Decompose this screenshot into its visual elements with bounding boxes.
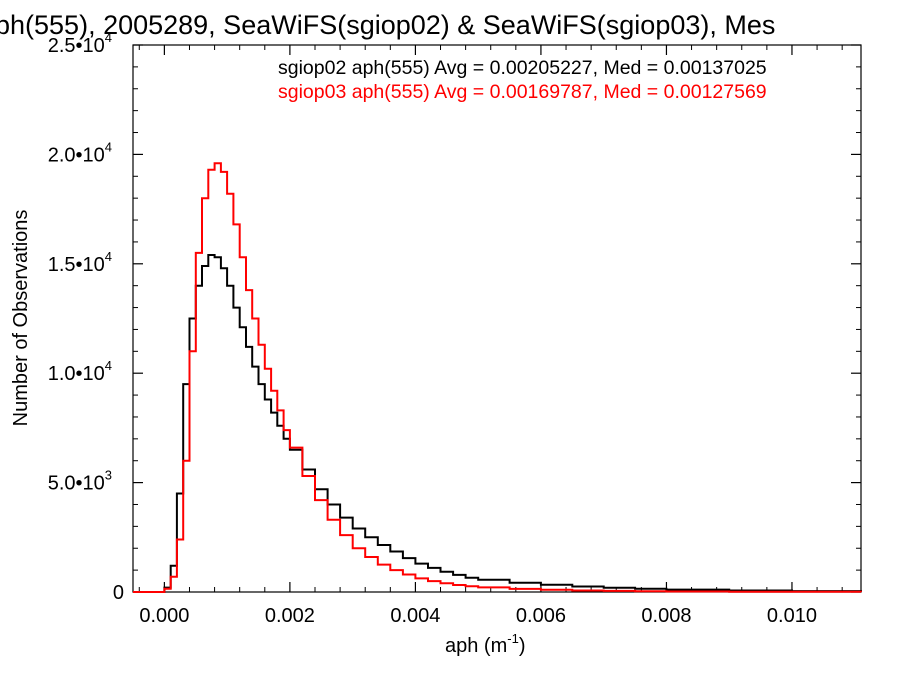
x-tick-label: 0.006 — [516, 605, 566, 627]
y-axis: 0 5.0•103 1.0•104 1.5•104 2.0•104 2.5•104 — [48, 30, 861, 604]
chart-title: ph(555), 2005289, SeaWiFS(sgiop02) & Sea… — [0, 10, 775, 40]
x-tick-label: 0.010 — [767, 605, 817, 627]
y-tick-label: 1.5•104 — [48, 249, 112, 276]
y-tick-label: 5.0•103 — [48, 468, 112, 495]
plot-frame — [132, 44, 862, 593]
series-line-sgiop02 — [133, 254, 862, 593]
y-tick-label: 2.0•104 — [48, 139, 112, 166]
x-axis: 0.000 0.002 0.004 0.006 0.008 0.010 — [138, 45, 843, 627]
series-layer — [133, 162, 862, 593]
y-axis-title: Number of Observations — [10, 210, 32, 427]
x-axis-title: aph (m-1) — [445, 631, 525, 657]
x-tick-label: 0.000 — [139, 605, 189, 627]
x-tick-label: 0.008 — [641, 605, 691, 627]
y-tick-label: 0 — [113, 582, 124, 604]
annotation-sgiop02: sgiop02 aph(555) Avg = 0.00205227, Med =… — [278, 57, 767, 79]
x-axis-title-unit-sup: -1 — [507, 631, 519, 646]
y-tick-label: 2.5•104 — [48, 30, 112, 57]
annotation-sgiop03: sgiop03 aph(555) Avg = 0.00169787, Med =… — [278, 81, 767, 103]
x-axis-title-close: ) — [519, 635, 526, 657]
series-line-sgiop03 — [133, 162, 862, 593]
x-axis-title-text: aph (m — [445, 635, 507, 657]
x-tick-label: 0.002 — [265, 605, 315, 627]
y-tick-label: 1.0•104 — [48, 358, 112, 385]
x-tick-label: 0.004 — [390, 605, 440, 627]
